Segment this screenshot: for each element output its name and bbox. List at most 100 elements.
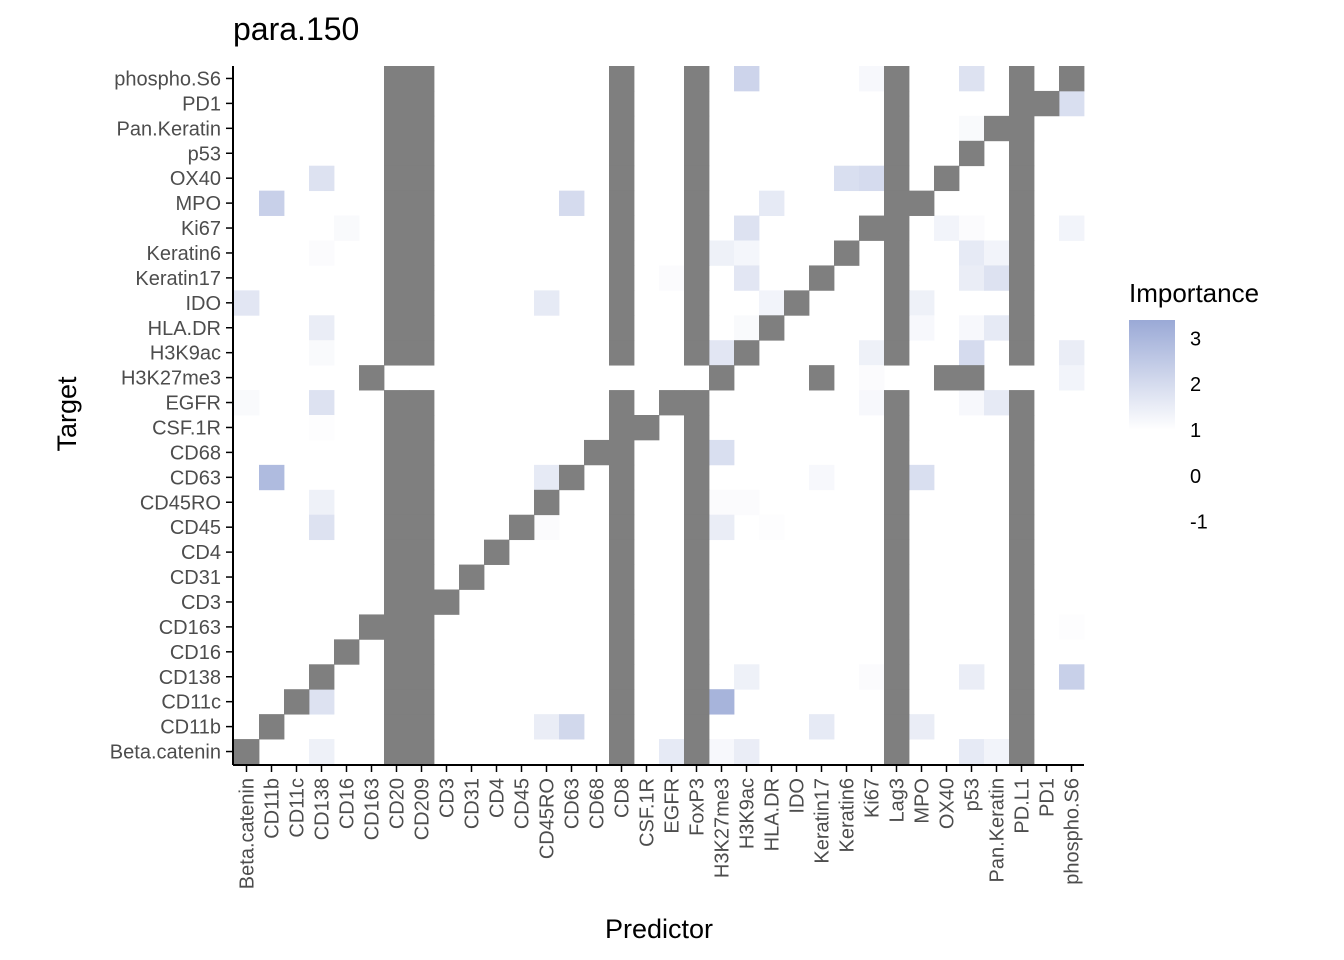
- heatmap-cell: [884, 115, 910, 142]
- heatmap-cell: [1009, 315, 1035, 341]
- heatmap-cell: [709, 689, 735, 715]
- y-tick-label: IDO: [185, 293, 221, 315]
- x-tick-label: CSF.1R: [637, 778, 659, 847]
- heatmap-cell: [409, 165, 435, 192]
- heatmap-cell: [534, 464, 560, 491]
- heatmap-cell: [909, 714, 935, 740]
- heatmap-cell: [309, 489, 335, 516]
- heatmap-cell: [984, 240, 1010, 266]
- heatmap-cell: [609, 689, 635, 715]
- heatmap-cell: [609, 489, 635, 516]
- heatmap-cell: [384, 614, 410, 640]
- y-tick-label: OX40: [170, 168, 221, 190]
- heatmap-cell: [409, 66, 435, 92]
- heatmap-cell: [534, 514, 560, 541]
- heatmap-cell: [484, 539, 510, 565]
- heatmap-cell: [384, 714, 410, 740]
- heatmap-cell: [934, 165, 960, 192]
- y-tick-label: Ki67: [181, 218, 221, 240]
- heatmap-cell: [959, 115, 985, 142]
- heatmap-cell: [859, 215, 885, 241]
- legend-tick-label: 0: [1190, 466, 1201, 488]
- heatmap-cell: [409, 315, 435, 341]
- heatmap-cell: [1009, 390, 1035, 416]
- heatmap-cell: [909, 290, 935, 316]
- heatmap-cell: [684, 215, 710, 241]
- legend-colorbar: 3 2 1 0 -1: [1129, 320, 1208, 534]
- heatmap-cell: [984, 265, 1010, 291]
- heatmap-cell: [734, 66, 760, 92]
- heatmap-cell: [409, 514, 435, 541]
- heatmap-cell: [709, 365, 735, 391]
- y-tick-label: MPO: [175, 193, 221, 215]
- heatmap-cell: [384, 290, 410, 316]
- x-tick-label: Keratin17: [812, 778, 834, 864]
- heatmap-cell: [609, 340, 635, 366]
- heatmap-cell: [859, 365, 885, 391]
- x-tick-label: CD16: [337, 778, 359, 829]
- heatmap-cell: [884, 190, 910, 216]
- heatmap-cell: [1009, 240, 1035, 266]
- heatmap-cell: [384, 390, 410, 416]
- heatmap-cell: [409, 539, 435, 565]
- heatmap-cell: [659, 390, 685, 416]
- heatmap-cell: [609, 190, 635, 216]
- x-tick-label: IDO: [787, 778, 809, 814]
- heatmap-cell: [609, 639, 635, 665]
- heatmap-cell: [609, 614, 635, 640]
- heatmap-cell: [409, 739, 435, 765]
- heatmap-cell: [409, 464, 435, 491]
- x-tick-label: Lag3: [887, 778, 909, 823]
- heatmap-cell: [609, 165, 635, 192]
- heatmap-cell: [384, 240, 410, 266]
- heatmap-cell: [809, 714, 835, 740]
- heatmap-cell: [259, 190, 285, 216]
- heatmap-cell: [884, 439, 910, 466]
- heatmap-cell: [984, 115, 1010, 142]
- heatmap-cell: [959, 664, 985, 690]
- heatmap-cell: [409, 639, 435, 665]
- y-tick-label: CD4: [181, 542, 221, 564]
- heatmap-cell: [609, 739, 635, 765]
- heatmap-cell: [409, 589, 435, 615]
- heatmap-cell: [1009, 589, 1035, 615]
- heatmap-cell: [459, 564, 485, 590]
- heatmap-cell: [1009, 165, 1035, 192]
- heatmap-cell: [734, 340, 760, 366]
- heatmap-cell: [384, 140, 410, 167]
- heatmap-cell: [509, 514, 535, 541]
- heatmap-cell: [884, 140, 910, 167]
- heatmap-cell: [409, 340, 435, 366]
- x-tick-label: CD63: [562, 778, 584, 829]
- heatmap-cell: [609, 66, 635, 92]
- heatmap-cell: [384, 489, 410, 516]
- heatmap-cell: [884, 390, 910, 416]
- heatmap-cell: [984, 739, 1010, 765]
- y-tick-label: p53: [188, 143, 221, 165]
- heatmap-cell: [884, 240, 910, 266]
- heatmap-cell: [359, 614, 385, 640]
- heatmap-cell: [409, 489, 435, 516]
- y-tick-label: PD1: [182, 93, 221, 115]
- heatmap-cell: [734, 739, 760, 765]
- heatmap-cell: [384, 115, 410, 142]
- heatmap-cell: [609, 115, 635, 142]
- heatmap-cell: [1034, 90, 1060, 117]
- heatmap-cell: [409, 689, 435, 715]
- y-tick-label: phospho.S6: [114, 68, 221, 90]
- heatmap-cell: [684, 714, 710, 740]
- x-tick-label: phospho.S6: [1062, 778, 1084, 885]
- x-tick-label: CD138: [312, 778, 334, 840]
- heatmap-cell: [559, 464, 585, 491]
- heatmap-cell: [609, 390, 635, 416]
- heatmap-cell: [534, 290, 560, 316]
- heatmap-cell: [884, 66, 910, 92]
- y-axis-title: Target: [52, 376, 82, 452]
- heatmap-cell: [959, 390, 985, 416]
- heatmap-cell: [1009, 564, 1035, 590]
- heatmap-cell: [1009, 714, 1035, 740]
- heatmap-cell: [359, 365, 385, 391]
- heatmap-cell: [334, 639, 360, 665]
- heatmap-cell: [384, 415, 410, 441]
- heatmap-cell: [409, 614, 435, 640]
